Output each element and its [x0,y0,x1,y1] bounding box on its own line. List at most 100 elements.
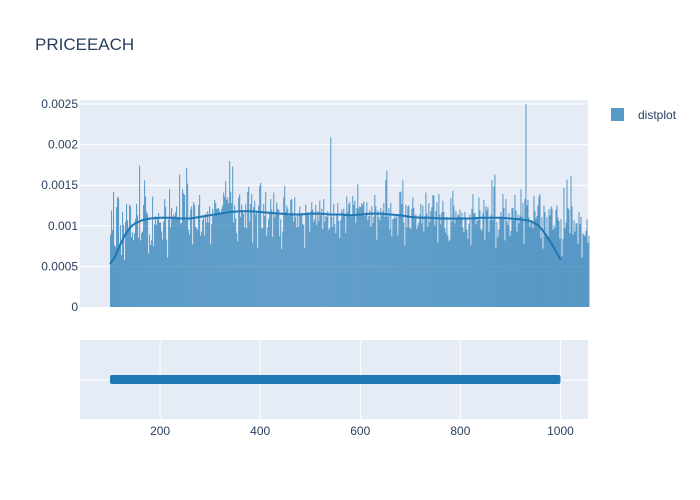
histogram-bar [128,228,130,307]
histogram-bar [113,191,115,307]
histogram-bar [258,205,260,307]
histogram-bar [438,194,440,307]
histogram-bar [118,198,120,307]
histogram-bar [110,234,112,307]
histogram-bar [405,204,407,307]
histogram-bar [395,218,397,307]
histogram-bar [496,221,498,307]
histogram-bar [486,210,488,307]
histogram-bar [389,229,391,307]
legend-label[interactable]: distplot [638,108,677,122]
histogram-bar [250,203,252,307]
histogram-bar [177,217,179,307]
histogram-bar [390,203,392,307]
histogram-bar [471,208,473,307]
histogram-bar [192,244,194,307]
histogram-bar [255,214,257,307]
histogram-bar [149,234,151,307]
histogram-bar [506,220,508,307]
rug-band [110,375,561,384]
histogram-bar [153,246,155,307]
histogram-bar [436,202,438,307]
histogram-bar [245,203,247,307]
histogram-bar [398,214,400,307]
histogram-bar [357,184,359,307]
x-tick-label: 600 [350,424,370,438]
histogram-bar [509,236,511,307]
histogram-bar [426,213,428,307]
histogram-bar [443,212,445,307]
histogram-bar [223,192,225,307]
histogram-bar [207,211,209,307]
histogram-bar [418,222,420,307]
histogram-bar [375,206,377,307]
y-tick-label: 0.001 [48,219,78,233]
y-tick-label: 0.0025 [41,97,78,111]
histogram-bar [273,192,275,307]
histogram-bar [376,239,378,307]
histogram-bar [382,211,384,307]
histogram-bar [428,203,430,307]
histogram-bar [365,212,367,307]
histogram-bar [361,203,363,307]
histogram-bar [578,212,580,307]
histogram-bar [310,211,312,307]
histogram-bar [562,238,564,307]
histogram-bar [413,207,415,307]
histogram-bar [323,199,325,307]
histogram-bar [534,211,536,307]
histogram-bar [463,232,465,307]
histogram-bar [123,225,125,307]
histogram-bar [234,205,236,307]
histogram-bar [495,247,497,307]
histogram-bar [296,227,298,307]
histogram-bar [324,221,326,307]
histogram-bar [252,242,254,307]
histogram-bar [503,207,505,307]
histogram-bar [439,214,441,307]
histogram-bar [527,199,529,307]
histogram-bar [133,240,135,307]
histogram-bar [583,234,585,307]
histogram-bar [432,194,434,307]
histogram-bar [388,207,390,307]
histogram-bar [243,213,245,307]
histogram-bar [526,205,528,307]
histogram-bar [560,219,562,307]
histogram-bar [311,202,313,307]
histogram-bar [570,176,572,307]
histogram-bar [299,206,301,307]
histogram-bar [481,230,483,307]
histogram-bar [313,221,315,307]
histogram-bar [444,228,446,307]
histogram-bar [154,224,156,307]
histogram-bar [334,224,336,307]
legend[interactable]: distplot [611,108,677,122]
histogram-bar [555,209,557,307]
histogram-bar [226,199,228,307]
histogram-bar [588,235,590,307]
histogram-bar [188,229,190,307]
histogram-bar [554,228,556,307]
histogram-bar [239,194,241,307]
histogram-bar [420,203,422,307]
histogram-bar [350,214,352,307]
histogram-bar [341,209,343,307]
histogram-bar [545,234,547,307]
histogram-bar [502,194,504,307]
histogram-bar [338,220,340,307]
histogram-bar [569,233,571,307]
x-tick-label: 200 [150,424,170,438]
histogram-bar [547,238,549,307]
histogram-bar [163,221,165,307]
legend-swatch[interactable] [611,108,624,121]
histogram-bar [276,202,278,307]
histogram-bar [336,213,338,307]
histogram-bar [218,207,220,307]
histogram-bar [164,199,166,307]
histogram-bar [453,205,455,307]
histogram-bar [202,220,204,307]
histogram-bar [266,235,268,307]
histogram-bar [487,207,489,307]
histogram-bar [474,212,476,307]
